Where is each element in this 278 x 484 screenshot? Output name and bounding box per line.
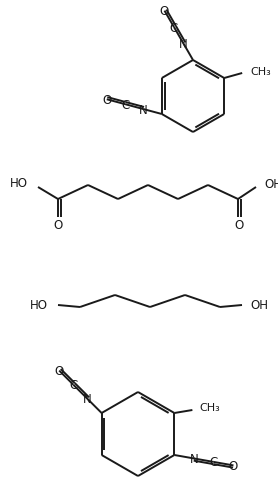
Text: C: C bbox=[69, 378, 78, 392]
Text: HO: HO bbox=[30, 299, 48, 312]
Text: C: C bbox=[170, 22, 178, 34]
Text: O: O bbox=[160, 5, 169, 18]
Text: N: N bbox=[190, 452, 198, 465]
Text: C: C bbox=[210, 455, 218, 469]
Text: O: O bbox=[234, 219, 244, 232]
Text: CH₃: CH₃ bbox=[199, 402, 220, 412]
Text: OH: OH bbox=[264, 178, 278, 191]
Text: OH: OH bbox=[250, 299, 268, 312]
Text: HO: HO bbox=[10, 177, 28, 190]
Text: C: C bbox=[121, 98, 129, 111]
Text: N: N bbox=[83, 393, 92, 406]
Text: O: O bbox=[54, 364, 64, 378]
Text: O: O bbox=[53, 219, 63, 232]
Text: N: N bbox=[179, 38, 188, 51]
Text: CH₃: CH₃ bbox=[250, 67, 271, 77]
Text: O: O bbox=[229, 459, 238, 472]
Text: O: O bbox=[102, 93, 111, 106]
Text: N: N bbox=[139, 104, 148, 116]
